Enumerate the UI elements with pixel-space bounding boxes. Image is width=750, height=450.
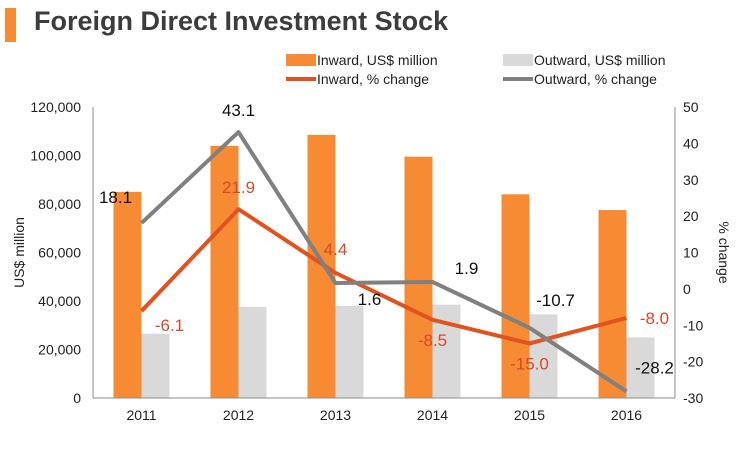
y-tick-label: 60,000 bbox=[38, 245, 81, 261]
inward-change-data-label: -15.0 bbox=[510, 354, 549, 373]
inward-bar bbox=[501, 194, 530, 398]
y-tick-label: 100,000 bbox=[30, 148, 81, 164]
y2-axis-title: % change bbox=[716, 221, 732, 283]
legend-inward-line-label: Inward, % change bbox=[317, 71, 429, 87]
x-tick-label: 2013 bbox=[320, 407, 351, 423]
y-tick-label: 80,000 bbox=[38, 196, 81, 212]
y2-tick-label: 50 bbox=[683, 99, 699, 115]
inward-bar bbox=[598, 210, 627, 398]
x-tick-label: 2011 bbox=[126, 407, 156, 423]
y-axis-title: US$ million bbox=[11, 217, 27, 288]
outward-change-data-label: -10.7 bbox=[536, 291, 575, 310]
inward-change-data-label: -8.0 bbox=[640, 309, 669, 328]
outward-change-data-label: 1.6 bbox=[358, 290, 382, 309]
outward-bar bbox=[141, 333, 170, 398]
outward-change-data-label: 43.1 bbox=[222, 101, 255, 120]
y2-tick-label: -20 bbox=[683, 354, 703, 370]
legend-outward-bar-swatch bbox=[503, 54, 533, 66]
y2-tick-label: 40 bbox=[683, 135, 699, 151]
inward-change-data-label: 21.9 bbox=[222, 178, 255, 197]
inward-bar bbox=[404, 156, 433, 398]
x-tick-label: 2016 bbox=[611, 407, 642, 423]
y-tick-label: 0 bbox=[73, 390, 81, 406]
title-accent-bar bbox=[5, 8, 16, 42]
x-tick-label: 2014 bbox=[417, 407, 448, 423]
legend-outward-line-label: Outward, % change bbox=[534, 71, 657, 87]
inward-change-data-label: -6.1 bbox=[155, 316, 184, 335]
y2-tick-label: 0 bbox=[683, 281, 691, 297]
legend-inward-bar-swatch bbox=[286, 54, 316, 66]
legend-outward-bar-label: Outward, US$ million bbox=[534, 52, 666, 68]
outward-bar bbox=[238, 307, 267, 398]
y-tick-label: 120,000 bbox=[30, 99, 81, 115]
y2-tick-label: 30 bbox=[683, 172, 699, 188]
inward-bar bbox=[113, 191, 142, 398]
y2-tick-label: 20 bbox=[683, 208, 699, 224]
x-tick-label: 2012 bbox=[223, 407, 254, 423]
outward-change-data-label: 1.9 bbox=[455, 259, 479, 278]
outward-bar bbox=[335, 305, 364, 398]
y2-tick-label: -30 bbox=[683, 390, 703, 406]
y-tick-label: 40,000 bbox=[38, 293, 81, 309]
inward-bar bbox=[210, 145, 239, 398]
outward-bar bbox=[432, 304, 461, 398]
outward-change-data-label: -28.2 bbox=[635, 358, 674, 377]
x-tick-label: 2015 bbox=[514, 407, 545, 423]
y2-tick-label: -10 bbox=[683, 317, 703, 333]
outward-change-line bbox=[140, 130, 628, 394]
outward-bar bbox=[529, 314, 558, 398]
outward-change-data-label: 18.1 bbox=[99, 188, 132, 207]
y2-tick-label: 10 bbox=[683, 245, 699, 261]
inward-change-data-label: 4.4 bbox=[324, 240, 348, 259]
inward-bar bbox=[307, 134, 336, 398]
inward-change-data-label: -8.5 bbox=[418, 331, 447, 350]
chart-title: Foreign Direct Investment Stock bbox=[34, 6, 449, 36]
outward-bar bbox=[626, 337, 655, 398]
y-tick-label: 20,000 bbox=[38, 342, 81, 358]
legend-inward-bar-label: Inward, US$ million bbox=[317, 52, 438, 68]
